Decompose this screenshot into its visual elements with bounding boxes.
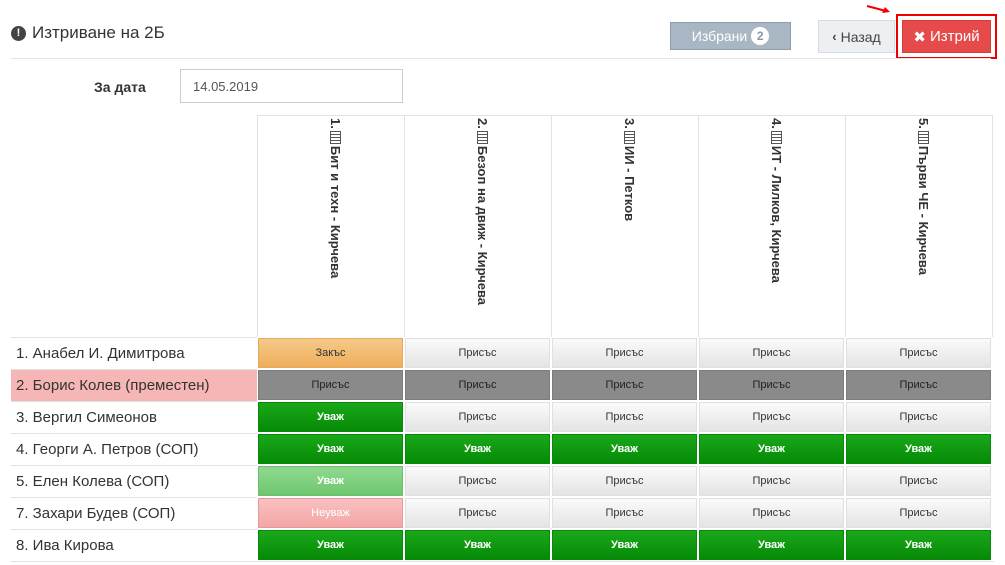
attendance-cell[interactable]: Присъс — [699, 402, 844, 432]
attendance-cell[interactable]: Присъс — [552, 402, 697, 432]
date-label: За дата — [94, 79, 146, 95]
attendance-cell[interactable]: Неуваж — [258, 498, 403, 528]
attendance-cell[interactable]: Присъс — [699, 370, 844, 400]
attendance-cell[interactable]: Уваж — [258, 530, 403, 560]
table-row: 2. Борис Колев (преместен) Присъс Присъс Пр… — [11, 369, 994, 401]
close-icon: ✖ — [913, 28, 926, 46]
column-header-5[interactable]: 5. Първи ЧЕ - Кирчева — [845, 115, 993, 337]
header-divider — [11, 58, 991, 59]
page-header: ! Изтриване на 2Б Избрани 2 ‹ Назад ✖ Из… — [0, 0, 1005, 59]
column-header-text: 2. Безоп на движ - Кирчева — [466, 116, 490, 334]
student-name: 8. Ива Кирова — [11, 529, 257, 561]
table-row: 3. Вергил Симеонов Уваж Присъс Присъс Присъс… — [11, 401, 994, 433]
notebook-icon — [770, 130, 782, 144]
attendance-cell[interactable]: Присъс — [258, 370, 403, 400]
delete-button[interactable]: ✖ Изтрий — [902, 20, 991, 53]
attendance-cell[interactable]: Уваж — [405, 434, 550, 464]
delete-button-highlight: ✖ Изтрий — [896, 14, 997, 59]
attendance-cell[interactable]: Уваж — [258, 402, 403, 432]
student-name: 1. Анабел И. Димитрова — [11, 337, 257, 369]
page-title: ! Изтриване на 2Б — [11, 23, 165, 43]
attendance-cell[interactable]: Присъс — [699, 466, 844, 496]
column-header-text: 1. Бит и техн - Кирчева — [319, 116, 343, 334]
back-button[interactable]: ‹ Назад — [818, 20, 895, 53]
column-header-1[interactable]: 1. Бит и техн - Кирчева — [257, 115, 404, 337]
column-header-2[interactable]: 2. Безоп на движ - Кирчева — [404, 115, 551, 337]
table-row: 1. Анабел И. Димитрова Закъс Присъс Присъс П… — [11, 337, 994, 369]
table-row: 7. Захари Будев (СОП) Неуваж Присъс Присъс П… — [11, 497, 994, 529]
student-name: 3. Вергил Симеонов — [11, 401, 257, 433]
attendance-cell[interactable]: Закъс — [258, 338, 403, 368]
attendance-cell[interactable]: Уваж — [552, 530, 697, 560]
column-label: Първи ЧЕ - Кирчева — [916, 145, 931, 275]
attendance-cell[interactable]: Присъс — [846, 498, 991, 528]
column-label: ИИ - Петков — [622, 145, 637, 222]
attendance-cell[interactable]: Присъс — [699, 338, 844, 368]
attendance-cell[interactable]: Присъс — [846, 338, 991, 368]
attendance-cell[interactable]: Присъс — [846, 370, 991, 400]
table-bottom-edge — [11, 561, 994, 565]
delete-button-label: Изтрий — [929, 28, 980, 45]
column-label: Бит и техн - Кирчева — [328, 145, 343, 279]
column-header-text: 5. Първи ЧЕ - Кирчева — [907, 116, 931, 334]
selected-button[interactable]: Избрани 2 — [670, 22, 791, 50]
column-header-text: 3. ИИ - Петков — [613, 116, 637, 334]
chevron-left-icon: ‹ — [832, 29, 837, 44]
student-name: 7. Захари Будев (СОП) — [11, 497, 257, 529]
attendance-cell[interactable]: Присъс — [552, 466, 697, 496]
attendance-cell[interactable]: Присъс — [405, 402, 550, 432]
attendance-cell[interactable]: Присъс — [405, 466, 550, 496]
attendance-cell[interactable]: Уваж — [699, 434, 844, 464]
attendance-cell[interactable]: Присъс — [405, 338, 550, 368]
table-row: 5. Елен Колева (СОП) Уваж Присъс Присъс Прис… — [11, 465, 994, 497]
attendance-cell[interactable]: Присъс — [552, 338, 697, 368]
attendance-cell[interactable]: Присъс — [405, 370, 550, 400]
back-button-label: Назад — [840, 28, 881, 45]
column-label: Безоп на движ - Кирчева — [475, 145, 490, 306]
exclamation-circle-icon: ! — [11, 25, 26, 41]
annotation-arrow-icon — [866, 5, 890, 13]
student-name: 4. Георги А. Петров (СОП) — [11, 433, 257, 465]
student-name: 5. Елен Колева (СОП) — [11, 465, 257, 497]
attendance-cell[interactable]: Уваж — [258, 466, 403, 496]
notebook-icon — [476, 130, 488, 144]
column-number: 2. — [475, 118, 490, 129]
attendance-cell[interactable]: Присъс — [699, 498, 844, 528]
attendance-cell[interactable]: Присъс — [846, 466, 991, 496]
page-title-text: Изтриване на 2Б — [32, 23, 165, 42]
attendance-cell[interactable]: Уваж — [846, 434, 991, 464]
column-number: 1. — [328, 118, 343, 129]
notebook-icon — [917, 130, 929, 144]
attendance-cell[interactable]: Присъс — [552, 498, 697, 528]
attendance-cell[interactable]: Присъс — [405, 498, 550, 528]
notebook-icon — [623, 130, 635, 144]
column-number: 4. — [769, 118, 784, 129]
table-row: 4. Георги А. Петров (СОП) Уваж Уваж Уваж Ува… — [11, 433, 994, 465]
attendance-cell[interactable]: Уваж — [405, 530, 550, 560]
column-header-3[interactable]: 3. ИИ - Петков — [551, 115, 698, 337]
attendance-cell[interactable]: Присъс — [846, 402, 991, 432]
attendance-cell[interactable]: Уваж — [846, 530, 991, 560]
column-header-text: 4. ИТ - Лилков, Кирчева — [760, 116, 784, 334]
attendance-cell[interactable]: Уваж — [552, 434, 697, 464]
attendance-cell[interactable]: Уваж — [699, 530, 844, 560]
column-header-4[interactable]: 4. ИТ - Лилков, Кирчева — [698, 115, 845, 337]
selected-count-badge: 2 — [751, 27, 770, 45]
attendance-cell[interactable]: Присъс — [552, 370, 697, 400]
table-row: 8. Ива Кирова Уваж Уваж Уваж Уваж Уваж — [11, 529, 994, 561]
selected-button-label: Избрани — [691, 28, 748, 44]
column-number: 3. — [622, 118, 637, 129]
notebook-icon — [329, 130, 341, 144]
attendance-cell[interactable]: Уваж — [258, 434, 403, 464]
date-input[interactable] — [180, 69, 403, 103]
column-number: 5. — [916, 118, 931, 129]
column-label: ИТ - Лилков, Кирчева — [769, 145, 784, 283]
student-name: 2. Борис Колев (преместен) — [11, 369, 257, 401]
